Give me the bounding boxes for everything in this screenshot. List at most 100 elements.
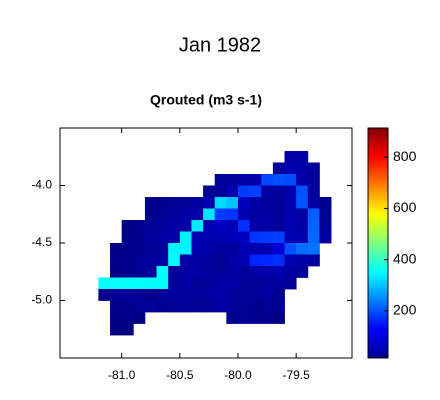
grid-cell bbox=[237, 277, 251, 290]
grid-cell bbox=[261, 254, 274, 267]
grid-cell bbox=[237, 185, 251, 198]
grid-cell bbox=[284, 174, 297, 186]
grid-cell bbox=[168, 254, 181, 267]
x-tick-label: -81.0 bbox=[108, 368, 136, 382]
grid-cell bbox=[226, 185, 239, 198]
grid-cell bbox=[237, 243, 251, 255]
grid-cell bbox=[272, 162, 285, 175]
grid-cell bbox=[319, 231, 332, 244]
grid-cell bbox=[110, 289, 123, 301]
grid-cell bbox=[319, 197, 332, 209]
grid-cell bbox=[110, 266, 123, 278]
y-tick-label: -4.0 bbox=[31, 178, 52, 192]
grid-cell bbox=[156, 220, 169, 232]
grid-cell bbox=[296, 174, 309, 186]
grid-cell bbox=[272, 231, 285, 244]
grid-cell bbox=[191, 289, 204, 301]
chart-subtitle: Qrouted (m3 s-1) bbox=[150, 92, 262, 108]
grid-cell bbox=[144, 277, 157, 290]
grid-cell bbox=[226, 300, 239, 313]
grid-cell bbox=[307, 185, 320, 198]
grid-cell bbox=[319, 220, 332, 232]
grid-cell bbox=[191, 231, 204, 244]
grid-cell bbox=[214, 174, 227, 186]
grid-cell bbox=[98, 277, 111, 290]
grid-cell bbox=[284, 277, 297, 290]
grid-cell bbox=[110, 323, 123, 336]
grid-cell bbox=[237, 300, 251, 313]
grid-cell bbox=[156, 300, 169, 313]
grid-cell bbox=[133, 266, 146, 278]
grid-cell bbox=[237, 289, 251, 301]
grid-cell bbox=[284, 243, 297, 255]
colorbar-tick-label: 400 bbox=[393, 250, 417, 266]
colorbar-tick-label: 200 bbox=[393, 302, 417, 318]
grid-cell bbox=[249, 197, 262, 209]
grid-cell bbox=[319, 208, 332, 221]
grid-cell bbox=[272, 289, 285, 301]
grid-cell bbox=[284, 220, 297, 232]
grid-cell bbox=[261, 312, 274, 324]
grid-cell bbox=[284, 254, 297, 267]
grid-cell bbox=[296, 231, 309, 244]
grid-cell bbox=[296, 266, 309, 278]
grid-cell bbox=[144, 208, 157, 221]
grid-cell bbox=[168, 220, 181, 232]
grid-cell bbox=[307, 220, 320, 232]
grid-cell bbox=[261, 197, 274, 209]
grid-cell bbox=[168, 243, 181, 255]
grid-cell bbox=[296, 162, 309, 175]
grid-cell bbox=[261, 185, 274, 198]
x-tick-label: -79.5 bbox=[282, 368, 310, 382]
grid-cell bbox=[272, 300, 285, 313]
grid-cell bbox=[144, 266, 157, 278]
grid-cell bbox=[179, 208, 192, 221]
grid-cell bbox=[214, 208, 227, 221]
grid-cell bbox=[237, 208, 251, 221]
grid-cell bbox=[121, 312, 134, 324]
grid-cell bbox=[214, 243, 227, 255]
grid-cell bbox=[307, 254, 320, 267]
grid-cell bbox=[226, 220, 239, 232]
grid-cell bbox=[191, 266, 204, 278]
grid-cell bbox=[272, 312, 285, 324]
grid-cell bbox=[307, 208, 320, 221]
y-tick-label: -4.5 bbox=[31, 235, 52, 249]
y-tick-label: -5.0 bbox=[31, 293, 52, 307]
grid-cell bbox=[156, 289, 169, 301]
grid-cell bbox=[121, 289, 134, 301]
grid-cell bbox=[249, 312, 262, 324]
grid-cell bbox=[214, 197, 227, 209]
grid-cell bbox=[191, 208, 204, 221]
grid-cell bbox=[203, 243, 216, 255]
grid-cell bbox=[203, 231, 216, 244]
grid-cell bbox=[261, 266, 274, 278]
colorbar-tick-label: 800 bbox=[393, 148, 417, 164]
grid-cell bbox=[284, 231, 297, 244]
grid-cell bbox=[110, 312, 123, 324]
grid-cell bbox=[144, 231, 157, 244]
grid-cell bbox=[168, 266, 181, 278]
grid-cell bbox=[237, 312, 251, 324]
grid-cell bbox=[168, 208, 181, 221]
grid-cell bbox=[237, 231, 251, 244]
grid-cell bbox=[110, 300, 123, 313]
grid-cell bbox=[237, 174, 251, 186]
grid-cell bbox=[214, 220, 227, 232]
grid-cell bbox=[226, 208, 239, 221]
grid-cell bbox=[191, 197, 204, 209]
grid-cell bbox=[133, 231, 146, 244]
grid-cell bbox=[296, 243, 309, 255]
grid-cell bbox=[214, 185, 227, 198]
grid-cell bbox=[307, 197, 320, 209]
grid-cell bbox=[156, 266, 169, 278]
x-tick-label: -80.5 bbox=[166, 368, 194, 382]
grid-cell bbox=[272, 243, 285, 255]
grid-cell bbox=[249, 231, 262, 244]
grid-cell bbox=[237, 220, 251, 232]
grid-cell bbox=[261, 289, 274, 301]
grid-cell bbox=[261, 220, 274, 232]
grid-cell bbox=[168, 277, 181, 290]
grid-cell bbox=[307, 243, 320, 255]
